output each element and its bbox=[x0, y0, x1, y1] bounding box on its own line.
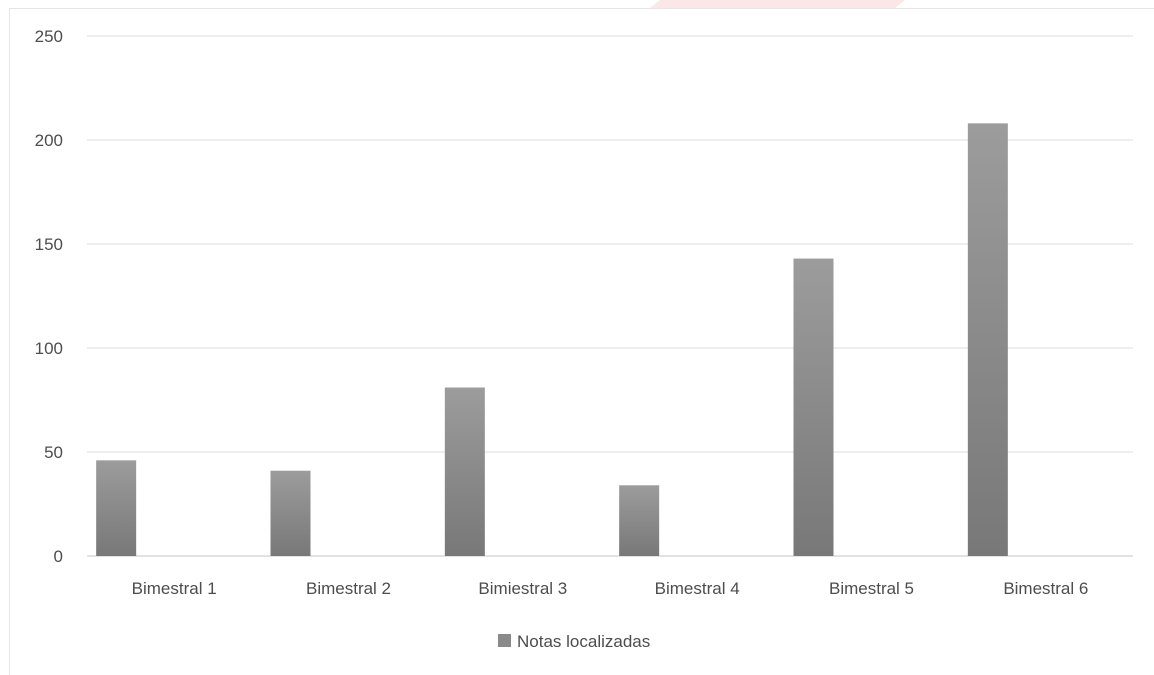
chart-frame bbox=[9, 8, 1154, 675]
y-tick-label: 100 bbox=[35, 339, 63, 358]
bar bbox=[967, 123, 1008, 557]
bar bbox=[270, 470, 311, 556]
accent-bar bbox=[650, 0, 905, 8]
bars bbox=[96, 123, 1008, 557]
y-tick-label: 250 bbox=[35, 27, 63, 46]
legend-swatch bbox=[498, 634, 511, 647]
x-tick-label: Bimestral 5 bbox=[829, 579, 914, 598]
y-tick-label: 200 bbox=[35, 131, 63, 150]
gridlines bbox=[87, 35, 1133, 557]
legend: Notas localizadas bbox=[498, 632, 650, 651]
y-tick-label: 150 bbox=[35, 235, 63, 254]
bar bbox=[96, 460, 137, 556]
y-tick-label: 0 bbox=[54, 547, 63, 566]
x-tick-label: Bimestral 4 bbox=[655, 579, 740, 598]
bar bbox=[444, 387, 485, 556]
x-tick-label: Bimestral 6 bbox=[1003, 579, 1088, 598]
bar bbox=[619, 485, 660, 556]
x-axis: Bimestral 1 Bimestral 2 Bimiestral 3 Bimest… bbox=[132, 579, 1089, 598]
y-tick-label: 50 bbox=[44, 443, 63, 462]
legend-label: Notas localizadas bbox=[517, 632, 650, 651]
x-tick-label: Bimestral 1 bbox=[132, 579, 217, 598]
x-tick-label: Bimiestral 3 bbox=[478, 579, 567, 598]
bar bbox=[793, 258, 834, 556]
y-axis: 0 50 100 150 200 250 bbox=[35, 27, 63, 566]
x-tick-label: Bimestral 2 bbox=[306, 579, 391, 598]
